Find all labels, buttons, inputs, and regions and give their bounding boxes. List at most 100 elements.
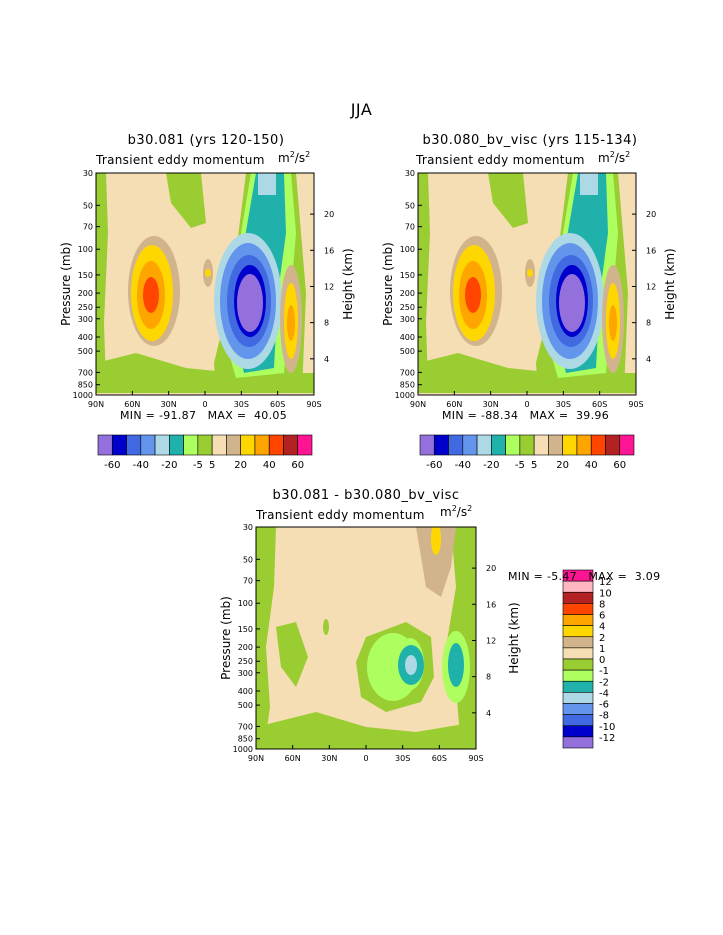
panel1-ytick-label: 250 [78,303,93,312]
panel1-cbar-box [211,434,227,456]
panel2-cbar-box [619,434,635,456]
panel1-htick-label: 16 [324,246,334,255]
panel3-ylabel-right: Height (km) [507,602,521,673]
panel3-cbar-label: -1 [599,666,609,677]
panel2-ytick-label: 850 [400,381,415,390]
panel3-cbar-box [562,725,594,738]
panel2-ytick-label: 50 [405,201,415,210]
panel3-cbar-label: -2 [599,677,609,688]
panel3-ytick-label: 700 [238,722,253,731]
panel2-xtick-label: 60S [592,400,607,409]
panel1-cbar-box [111,434,127,456]
panel1-xtick-label: 30S [234,400,249,409]
panel2-sec-lobe-40 [609,305,617,341]
panel3-green-patch1 [276,622,308,687]
panel2-cbar-box [605,434,621,456]
panel1-cbar-box [126,434,142,456]
panel3-xtick-label: 30N [321,754,337,763]
panel3-units: m2/s2 [440,504,473,519]
panel2-xtick-label: 90S [628,400,643,409]
panel3-ytick-label: 250 [238,657,253,666]
panel2-xtick-label: 30N [483,400,499,409]
panel2-htick-label: 20 [646,210,656,219]
panel3-green-left [256,527,276,749]
panel1-cbar-box [197,434,213,456]
panel3-ytick-label: 100 [238,599,253,608]
panel2-xtick-label: 0 [524,400,529,409]
panel3-ytick-label: 50 [243,555,253,564]
panel1-pos-lobe-max [143,277,159,313]
panel3-cbar-label: 2 [599,633,605,644]
panel1-cbar-label: 20 [234,460,247,471]
panel1-htick-label: 20 [324,210,334,219]
panel2-cbar-box [448,434,464,456]
panel2-cbar-box [419,434,435,456]
panel1-eq-spot-core [205,269,211,277]
panel2-ylabel: Pressure (mb) [381,242,395,326]
panel2-cbar-box [519,434,535,456]
panel1-htick-label: 12 [324,282,334,291]
panel2-cbar-label: -5 [515,460,525,471]
panel2-cbar-label: -40 [455,460,471,471]
panel3-cbar-label: -4 [599,688,609,699]
panel2-htick-label: 16 [646,246,656,255]
panel1-cbar-box [183,434,199,456]
panel1-minmax: MIN = -91.87 MAX = 40.05 [120,409,287,422]
panel3-ytick-label: 1000 [233,745,253,754]
panel3-minmax: MIN = -5.47 MAX = 3.09 [508,570,661,583]
panel3-cbar-label: 4 [599,622,605,633]
panel2-minmax: MIN = -88.34 MAX = 39.96 [442,409,609,422]
panel1-ytick-label: 150 [78,271,93,280]
panel2-ytick-label: 150 [400,271,415,280]
panel1-cbar-box [254,434,270,456]
panel3-ytick-label: 70 [243,577,253,586]
panel1-cbar-label: -60 [104,460,120,471]
panel1-cbar-box [268,434,284,456]
panel2-cbar-box [562,434,578,456]
panel3-cbar-label: 6 [599,611,605,622]
panel3-cbar-label: -10 [599,722,615,733]
panel3-ytick-label: 200 [238,643,253,652]
panel2-cbar-box [533,434,549,456]
panel3-cbar-box [562,692,594,704]
panel2-cbar-label: -20 [483,460,499,471]
panel2-xtick-label: 60N [446,400,462,409]
panel1-ylabel-right: Height (km) [341,248,355,319]
panel3-cbar-box [562,714,594,727]
panel2-ytick-label: 70 [405,223,415,232]
panel2-htick-label: 12 [646,282,656,291]
panel2-pos-lobe-max [465,277,481,313]
panel1-cbar-box [283,434,299,456]
panel3-cbar-box [562,647,594,660]
panel2-green-nh [418,173,430,393]
panel2-min-value: -88.34 [480,409,519,422]
panel3-ytick-label: 150 [238,625,253,634]
panel1-cbar-label: -40 [133,460,149,471]
panel3-cbar-label: -6 [599,700,609,711]
panel1-ytick-label: 850 [78,381,93,390]
panel1-ylabel: Pressure (mb) [59,242,73,326]
panel1-cbar-label: -5 [193,460,203,471]
panel3-green-bottom [256,712,476,749]
panel1-cbar-box [169,434,184,456]
panel1-field [96,173,314,395]
panel2-cbar-box [548,434,563,456]
panel2-cbar-label: -60 [426,460,442,471]
panel2-htick-label: 4 [646,355,651,364]
panel1-xtick-label: 60N [124,400,140,409]
panel3-ytick-label: 30 [243,523,253,532]
panel1-units: m2/s2 [278,150,311,165]
panel3-cbar-box [562,603,594,615]
panel2-max-value: 39.96 [576,409,609,422]
panel3-cbar-label: 1 [599,644,605,655]
panel1-cbar-label: 40 [263,460,276,471]
panel2-green-top [488,173,528,228]
panel2-cbar-box [476,434,492,456]
panel2-ytick-label: 250 [400,303,415,312]
panel2-cbar-label: 40 [585,460,598,471]
panel1-cbar-label: 5 [209,460,215,471]
panel3-max-value: 3.09 [634,570,661,583]
panel1-xtick-label: 90N [88,400,104,409]
panel3-htick-label: 20 [486,564,496,573]
panel1-sec-lobe-40 [287,305,295,341]
